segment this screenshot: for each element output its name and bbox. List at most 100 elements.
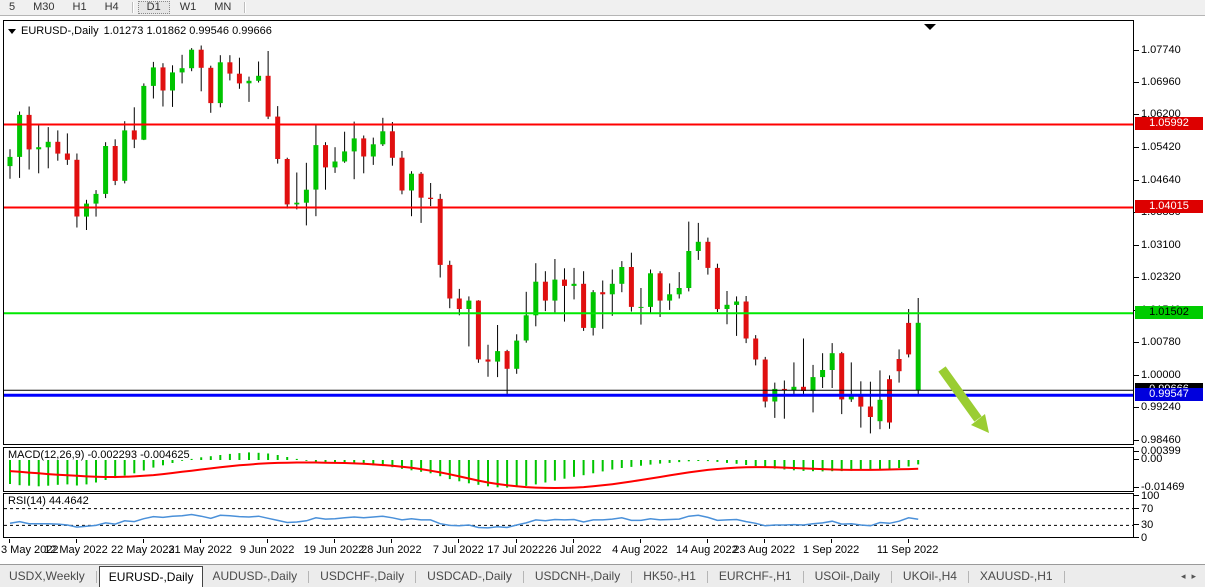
- main-price-chart-pane[interactable]: [3, 20, 1134, 445]
- date-tick-label: 12 May 2022: [44, 544, 108, 556]
- down-arrow-annotation[interactable]: [938, 366, 989, 433]
- macd-tick-label: 0.00: [1141, 453, 1163, 465]
- price-tick-mark: [1134, 277, 1139, 279]
- price-tick-mark: [1134, 179, 1139, 181]
- date-tick-mark: [391, 539, 393, 543]
- timeframe-button-D1[interactable]: D1: [137, 1, 170, 14]
- tab-separator: [890, 571, 892, 583]
- date-tick-label: 17 Jul 2022: [487, 544, 545, 556]
- level-price-badge: 1.05992: [1135, 116, 1203, 130]
- date-tick-label: 23 Aug 2022: [733, 544, 796, 556]
- tab-separator: [95, 571, 97, 583]
- macd-signal-line: [9, 461, 919, 490]
- macd-indicator-pane[interactable]: [3, 447, 1134, 492]
- date-tick-label: 11 Sep 2022: [876, 544, 939, 556]
- tab-xauusd-h1[interactable]: XAUUSD-,H1: [979, 569, 1053, 583]
- macd-tick-label: -0.01469: [1141, 480, 1185, 493]
- rsi-tick-label: 30: [1141, 519, 1154, 532]
- tab-separator: [967, 571, 969, 583]
- tab-scroll-left-icon[interactable]: ◂: [1180, 571, 1192, 581]
- tab-separator: [522, 571, 524, 583]
- rsi-tick-mark: [1134, 524, 1139, 526]
- tab-eurusd-daily[interactable]: EURUSD-,Daily: [98, 566, 204, 587]
- price-tick-label: 1.04640: [1141, 173, 1181, 186]
- tab-separator: [802, 571, 804, 583]
- date-tick-mark: [639, 539, 641, 543]
- tab-usdcad-daily[interactable]: USDCAD-,Daily: [427, 569, 512, 583]
- macd-label: MACD(12,26,9) -0.002293 -0.004625: [8, 449, 190, 461]
- level-lines-layer: [4, 123, 1133, 397]
- macd-tick-mark: [1134, 486, 1139, 488]
- rsi-tick-label: 100: [1141, 490, 1160, 502]
- timeframe-button-H4[interactable]: H4: [104, 1, 119, 13]
- tab-separator: [415, 571, 417, 583]
- date-tick-mark: [200, 539, 202, 543]
- tab-scroll-arrows: ◂▸: [1181, 571, 1202, 582]
- price-tick-mark: [1134, 244, 1139, 246]
- price-tick-label: 1.05420: [1141, 141, 1181, 153]
- timeframe-button-H1[interactable]: H1: [72, 1, 87, 13]
- tab-eurchf-h1[interactable]: EURCHF-,H1: [718, 569, 792, 583]
- price-tick-label: 1.07740: [1141, 43, 1181, 56]
- timeframe-button-MN[interactable]: MN: [214, 1, 232, 13]
- price-tick-label: 1.00780: [1141, 336, 1181, 348]
- tab-usdcnh-daily[interactable]: USDCNH-,Daily: [534, 569, 621, 583]
- rsi-tick-mark: [1134, 495, 1139, 496]
- rsi-tick-mark: [1134, 507, 1139, 509]
- date-tick-label: 7 Jul 2022: [432, 544, 484, 556]
- rsi-line: [9, 513, 919, 529]
- price-tick-mark: [1134, 49, 1139, 51]
- date-tick-mark: [573, 539, 575, 543]
- tab-usdx-weekly[interactable]: USDX,Weekly: [9, 569, 85, 583]
- chart-title: EURUSD-,Daily 1.01273 1.01862 0.99546 0.…: [8, 25, 272, 37]
- tab-scroll-right-icon[interactable]: ▸: [1191, 571, 1202, 581]
- rsi-canvas[interactable]: [4, 494, 1133, 537]
- date-tick-label: 1 Sep 2022: [803, 544, 860, 556]
- symbol-dropdown-icon[interactable]: [8, 28, 16, 34]
- rsi-label: RSI(14) 44.4642: [8, 495, 89, 507]
- timeframe-button-5[interactable]: 5: [9, 1, 16, 13]
- timeframe-button-W1[interactable]: W1: [179, 1, 197, 13]
- price-tick-mark: [1134, 82, 1139, 84]
- candles-layer: [7, 45, 921, 434]
- date-tick-mark: [458, 539, 460, 543]
- macd-tick-mark: [1134, 459, 1139, 460]
- level-price-badge: 0.99547: [1135, 387, 1203, 401]
- candlestick-chart-canvas[interactable]: [4, 21, 1133, 444]
- tab-hk50-h1[interactable]: HK50-,H1: [643, 569, 696, 583]
- rsi-indicator-pane[interactable]: [3, 493, 1134, 538]
- timeframe-button-M30[interactable]: M30: [33, 1, 55, 13]
- macd-tick-label: 0.00399: [1141, 445, 1181, 458]
- price-tick-label: 1.03100: [1141, 238, 1181, 251]
- tab-usdchf-daily[interactable]: USDCHF-,Daily: [320, 569, 405, 583]
- price-tick-label: 0.99240: [1141, 400, 1181, 413]
- tab-separator: [631, 571, 633, 583]
- tab-usoil-daily[interactable]: USOil-,Daily: [814, 569, 880, 583]
- macd-tick-mark: [1134, 451, 1139, 453]
- symbol-tabbar: USDX,Weekly EURUSD-,Daily AUDUSD-,Daily USD…: [0, 564, 1205, 587]
- current-bar-marker-icon: [924, 24, 936, 30]
- tab-audusd-daily[interactable]: AUDUSD-,Daily: [212, 569, 298, 583]
- rsi-tick-label: 0: [1141, 532, 1148, 544]
- date-tick-mark: [142, 539, 144, 543]
- tab-ukoil-h4[interactable]: UKOil-,H4: [902, 569, 957, 583]
- tab-separator: [308, 571, 310, 583]
- price-tick-label: 1.06960: [1141, 76, 1181, 89]
- date-tick-label: 26 Jul 2022: [544, 544, 602, 556]
- date-tick-label: 19 Jun 2022: [303, 544, 365, 556]
- date-tick-mark: [267, 539, 269, 543]
- rsi-tick-mark: [1134, 537, 1139, 538]
- price-tick-mark: [1134, 114, 1139, 116]
- date-tick-label: 31 May 2022: [168, 544, 232, 556]
- symbol-name: EURUSD-,Daily: [21, 25, 99, 37]
- macd-canvas[interactable]: [4, 448, 1133, 491]
- price-tick-label: 0.98460: [1141, 433, 1181, 446]
- rsi-tick-label: 70: [1141, 502, 1154, 515]
- date-tick-label: 14 Aug 2022: [675, 544, 738, 556]
- date-tick-mark: [706, 539, 708, 543]
- price-tick-mark: [1134, 439, 1139, 441]
- price-tick-mark: [1134, 342, 1139, 343]
- date-tick-mark: [9, 539, 10, 543]
- date-tick-mark: [75, 539, 77, 543]
